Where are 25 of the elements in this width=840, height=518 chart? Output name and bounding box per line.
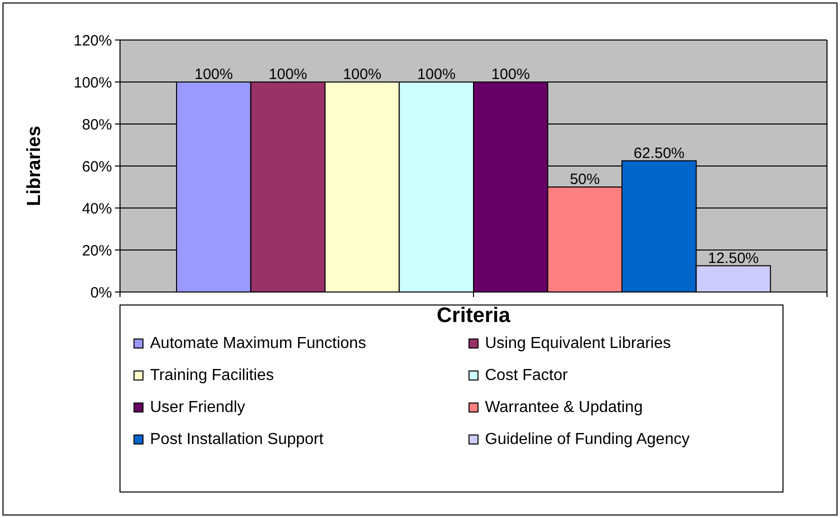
legend-label: Post Installation Support <box>150 431 324 448</box>
data-label: 100% <box>417 66 456 83</box>
data-label: 50% <box>570 171 600 188</box>
y-tick-label: 0% <box>90 284 112 302</box>
y-tick-label: 80% <box>82 116 112 134</box>
y-tick-label: 60% <box>82 158 112 176</box>
legend-label: Cost Factor <box>485 367 568 384</box>
y-axis-title: Libraries <box>24 126 45 206</box>
data-label: 100% <box>194 66 233 83</box>
data-label: 100% <box>491 66 530 83</box>
legend-label: Guideline of Funding Agency <box>485 431 690 448</box>
x-axis-title: Criteria <box>436 304 511 327</box>
data-label: 100% <box>342 66 382 83</box>
y-tick-label: 40% <box>82 200 112 218</box>
data-label: 100% <box>268 66 308 83</box>
legend-label: User Friendly <box>150 399 246 416</box>
data-label: 12.50% <box>708 250 759 267</box>
data-label: 62.50% <box>634 144 685 162</box>
y-tick-label: 100% <box>74 74 112 92</box>
legend-label: Automate Maximum Functions <box>150 335 366 352</box>
y-tick-label: 20% <box>82 242 112 260</box>
legend-label: Training Facilities <box>150 367 274 384</box>
y-tick-label: 120% <box>74 32 112 50</box>
legend-label: Warrantee & Updating <box>485 399 643 416</box>
legend-label: Using Equivalent Libraries <box>485 335 671 352</box>
